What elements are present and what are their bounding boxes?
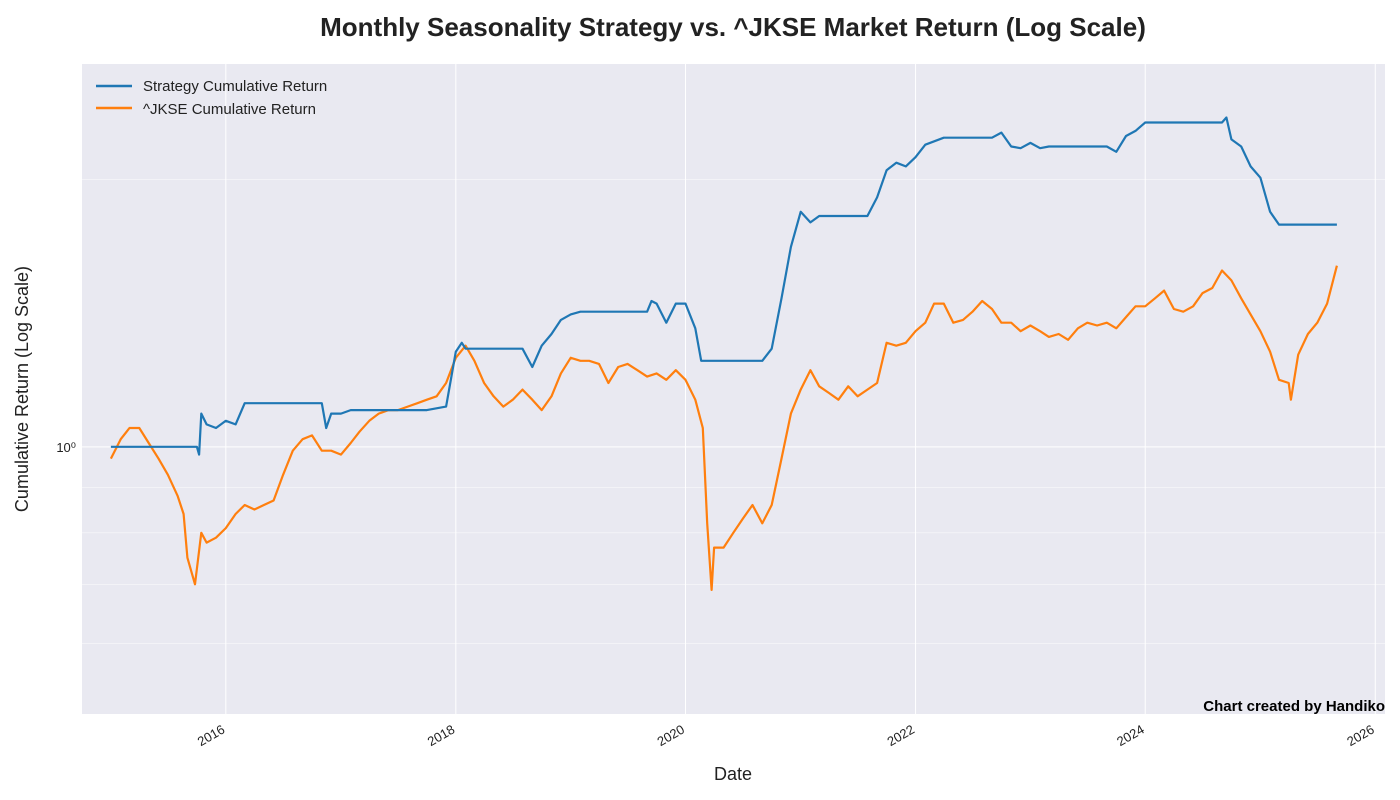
x-tick-label: 2024 (1114, 722, 1147, 749)
y-tick-layer: 10⁰ (56, 440, 76, 455)
series-layer (109, 116, 1338, 591)
x-tick-label: 2026 (1344, 722, 1377, 749)
x-tick-label: 2020 (654, 722, 687, 749)
legend-label-market: ^JKSE Cumulative Return (143, 101, 316, 118)
x-axis-label: Date (714, 764, 752, 784)
credit-text: Chart created by Handiko (1203, 698, 1385, 715)
x-tick-layer: 2016 2018 2020 2022 2024 2026 (195, 722, 1377, 749)
x-tick-label: 2016 (195, 722, 228, 749)
chart-title: Monthly Seasonality Strategy vs. ^JKSE M… (320, 12, 1146, 42)
series-line-strategy (110, 116, 1337, 456)
plot-area (82, 64, 1385, 714)
legend: Strategy Cumulative Return ^JKSE Cumulat… (96, 78, 327, 118)
y-axis-label: Cumulative Return (Log Scale) (12, 266, 32, 512)
legend-label-strategy: Strategy Cumulative Return (143, 78, 327, 95)
y-tick-label: 10⁰ (56, 440, 76, 455)
series-line-market (109, 265, 1338, 591)
grid-layer (82, 64, 1385, 714)
x-tick-label: 2018 (425, 722, 458, 749)
x-tick-label: 2022 (884, 722, 917, 749)
